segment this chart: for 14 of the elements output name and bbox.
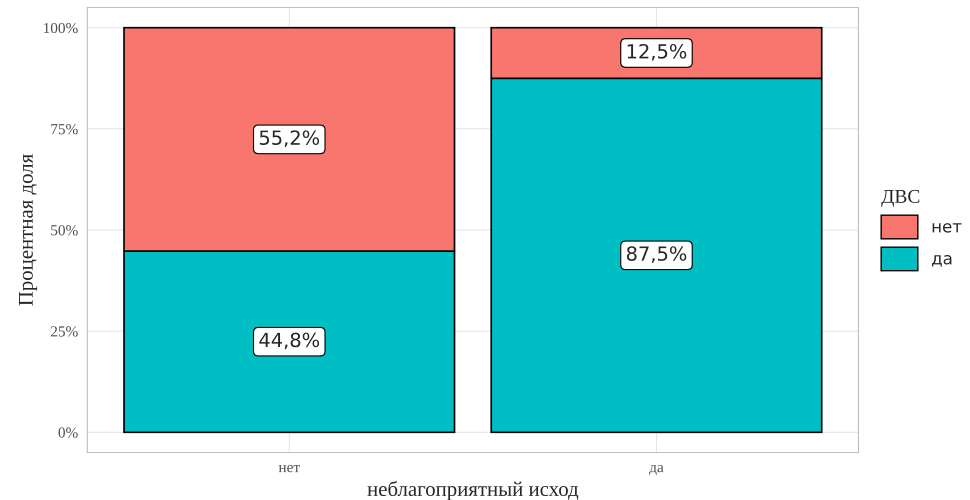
y-axis-title: Процентная доля [18, 154, 38, 306]
y-tick-label: 100% [44, 22, 78, 34]
data-label: 12,5% [628, 44, 686, 61]
data-label: 44,8% [259, 332, 320, 350]
y-tick-label: 50% [51, 225, 78, 236]
data-label: 87,5% [626, 246, 686, 263]
y-tick-label: 75% [51, 124, 78, 134]
y-tick-label: 25% [50, 326, 78, 337]
legend-label: да [932, 254, 952, 267]
legend-label: нет [932, 223, 962, 233]
legend-title: ДВС [881, 190, 920, 207]
data-label: 55,2% [260, 130, 320, 148]
y-tick-label: 0% [58, 427, 78, 438]
x-axis-title: неблагоприятный исход [367, 480, 578, 500]
